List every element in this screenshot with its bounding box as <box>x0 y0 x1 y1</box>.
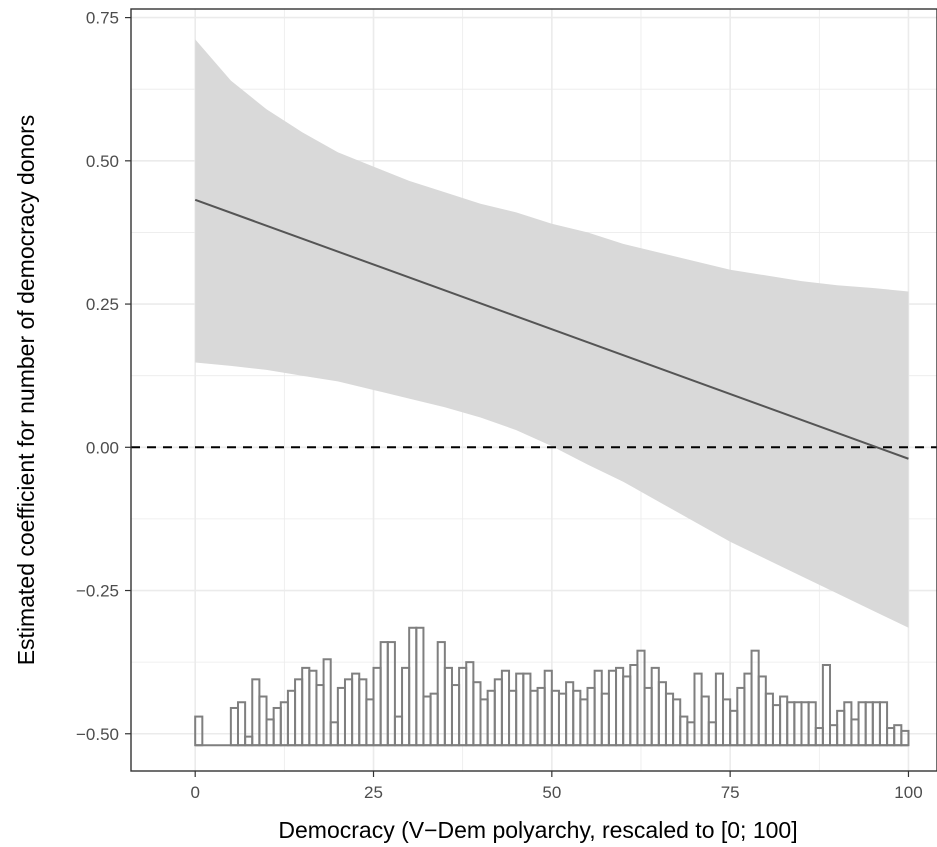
histogram-bin <box>657 681 667 747</box>
histogram-bin <box>272 706 282 747</box>
histogram-bin <box>871 701 881 747</box>
histogram-bin <box>550 689 560 747</box>
histogram-bin <box>729 709 739 747</box>
histogram-bin <box>764 692 774 747</box>
histogram-bin <box>336 686 346 747</box>
histogram-bin <box>529 689 539 747</box>
histogram-bin <box>386 641 396 747</box>
histogram-bin <box>836 709 846 747</box>
histogram-bin <box>557 692 568 747</box>
histogram-bin <box>572 689 582 747</box>
histogram-bin <box>479 698 489 747</box>
histogram-bin <box>664 692 675 747</box>
histogram-bin <box>786 701 796 747</box>
histogram-bin <box>472 681 482 747</box>
histogram-bin <box>750 649 760 747</box>
histogram-bin <box>415 626 425 747</box>
histogram-bin <box>878 701 889 747</box>
y-tick-label: −0.50 <box>76 725 119 744</box>
histogram-bin <box>258 695 268 747</box>
histogram-bin <box>393 715 404 747</box>
histogram-bin <box>700 695 710 747</box>
y-tick-label: 0.75 <box>86 9 119 28</box>
panel-border <box>130 8 937 772</box>
histogram-bin <box>672 698 682 747</box>
histogram-bin <box>807 701 817 747</box>
estimate-line <box>194 198 909 460</box>
y-tick-label: 0.25 <box>86 295 119 314</box>
histogram-bin <box>821 664 832 747</box>
histogram-bin <box>829 724 839 747</box>
histogram-bin <box>422 695 432 747</box>
histogram-bin <box>236 701 247 747</box>
histogram-bin <box>736 686 746 747</box>
confidence-band-area <box>195 39 909 628</box>
histogram-bin <box>365 698 375 747</box>
y-tick-label: −0.25 <box>76 582 119 601</box>
histogram-bin <box>244 735 254 747</box>
histogram-bin <box>793 701 803 747</box>
histogram-bin <box>294 678 304 747</box>
histogram-bin <box>358 678 368 747</box>
histogram-bin <box>379 641 389 747</box>
histogram-bin <box>322 658 332 747</box>
histogram-bin <box>194 715 204 747</box>
histogram-bin <box>508 689 518 747</box>
histogram-bin <box>465 661 475 747</box>
histogram-bin <box>722 698 732 747</box>
histogram-bin <box>486 689 496 747</box>
histogram-bin <box>565 681 575 747</box>
histogram-bin <box>779 695 789 747</box>
histogram-bin <box>429 692 439 747</box>
histogram-bin <box>757 675 767 747</box>
axes: 0 25 50 75 100 −0.50 −0.25 0.00 0.25 0.50 0.75 <box>76 8 937 802</box>
histogram-bin <box>622 675 632 747</box>
histogram-bin <box>900 729 910 747</box>
histogram-bin <box>450 684 461 747</box>
histogram-bin <box>864 701 874 747</box>
y-tick-label: 0.00 <box>86 438 119 457</box>
x-tick-label: 100 <box>894 783 922 802</box>
x-tick-label: 75 <box>721 783 740 802</box>
histogram-bin <box>600 692 610 747</box>
histogram-bin <box>771 704 782 747</box>
histogram-bin <box>493 678 503 747</box>
confidence-band <box>195 39 909 628</box>
histogram-bin <box>315 684 325 747</box>
histogram-bin <box>436 641 446 747</box>
histogram-bin <box>679 715 689 747</box>
histogram-bin <box>579 698 589 747</box>
histogram-bin <box>586 686 596 747</box>
histogram-bin <box>850 718 860 747</box>
x-tick-label: 50 <box>542 783 561 802</box>
y-tick-label: 0.50 <box>86 152 119 171</box>
distribution-histogram <box>194 626 910 747</box>
histogram-bin <box>643 686 653 747</box>
histogram-bin <box>408 626 418 747</box>
histogram-bin <box>251 678 261 747</box>
x-axis-title: Democracy (V−Dem polyarchy, rescaled to … <box>278 817 797 843</box>
histogram-bin <box>343 678 354 747</box>
histogram-bin <box>886 727 896 747</box>
x-tick-label: 25 <box>364 783 383 802</box>
histogram-bin <box>843 701 853 747</box>
histogram-bin <box>893 724 903 747</box>
histogram-bin <box>286 689 297 747</box>
histogram-bin <box>229 706 239 747</box>
histogram-bin <box>536 686 546 747</box>
histogram-bin <box>857 701 867 747</box>
y-axis-title: Estimated coefficient for number of demo… <box>13 115 39 666</box>
x-tick-label: 0 <box>190 783 199 802</box>
histogram-bin <box>800 701 810 747</box>
histogram-bin <box>265 718 275 747</box>
estimate-line-path <box>194 198 909 460</box>
